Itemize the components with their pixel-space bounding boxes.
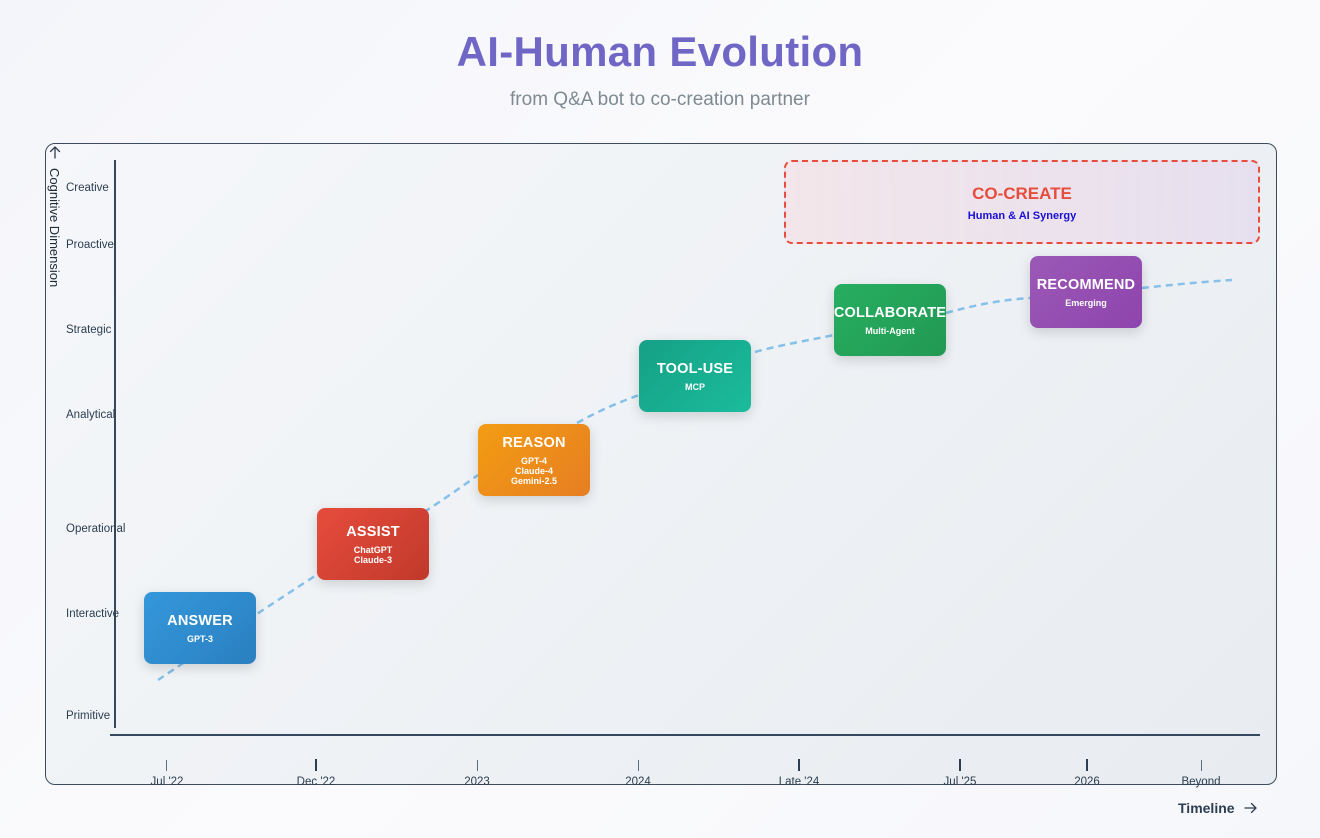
- x-tick-mark: [166, 760, 167, 771]
- x-tick-label: 2026: [1074, 776, 1100, 788]
- stage-detail: Emerging: [1065, 297, 1107, 308]
- x-tick-label: Beyond: [1181, 776, 1221, 788]
- x-axis-title: Timeline: [1178, 800, 1235, 816]
- stage-recommend: RECOMMEND Emerging: [1030, 256, 1142, 328]
- stage-collaborate: COLLABORATE Multi-Agent: [834, 284, 946, 356]
- page-title: AI-Human Evolution: [456, 28, 864, 75]
- x-tick-label: 2024: [625, 776, 651, 788]
- y-level-primitive: Primitive: [66, 710, 111, 722]
- x-tick-mark: [315, 759, 317, 771]
- stage-detail: GPT-4 Claude-4 Gemini-2.5: [510, 455, 557, 486]
- x-tick-mark: [477, 760, 478, 771]
- arrow-up-icon: [49, 146, 61, 159]
- page-subtitle: from Q&A bot to co-creation partner: [510, 89, 810, 110]
- x-tick-mark: [1086, 759, 1088, 771]
- stage-name: RECOMMEND: [1036, 276, 1136, 293]
- y-level-creative: Creative: [66, 182, 109, 194]
- y-level-strategic: Strategic: [66, 324, 112, 336]
- stage-assist: ASSIST ChatGPT Claude-3: [317, 508, 429, 580]
- y-level-interactive: Interactive: [66, 608, 120, 620]
- y-level-operational: Operational: [66, 523, 126, 535]
- x-tick-label: Dec '22: [296, 776, 336, 788]
- y-level-analytical: Analytical: [66, 409, 116, 421]
- stage-reason: REASON GPT-4 Claude-4 Gemini-2.5: [478, 424, 590, 496]
- x-tick-mark: [798, 759, 800, 771]
- stage-tool-use: TOOL-USE MCP: [639, 340, 751, 412]
- x-tick-label: 2023: [464, 776, 490, 788]
- stage-detail: Multi-Agent: [865, 325, 915, 336]
- stage-name: COLLABORATE: [833, 304, 947, 321]
- stage-name: ANSWER: [167, 612, 233, 629]
- arrow-right-icon: [1244, 802, 1257, 814]
- x-tick-mark: [1201, 760, 1202, 771]
- cocreate-goal-box: CO-CREATE Human & AI Synergy: [784, 160, 1260, 244]
- stage-detail: MCP: [685, 381, 705, 392]
- stage-detail: GPT-3: [186, 633, 213, 644]
- stage-name: REASON: [502, 434, 566, 451]
- stage-answer: ANSWER GPT-3: [144, 592, 256, 664]
- cocreate-title: CO-CREATE: [972, 184, 1072, 203]
- x-tick-label: Jul '22: [150, 776, 184, 788]
- stage-name: ASSIST: [346, 523, 400, 540]
- y-level-proactive: Proactive: [66, 239, 114, 251]
- x-tick-label: Jul '25: [943, 776, 977, 788]
- x-axis-line: [110, 734, 1260, 736]
- cocreate-subtitle: Human & AI Synergy: [967, 210, 1077, 222]
- x-tick-mark: [638, 760, 639, 771]
- y-axis-line: [114, 160, 116, 728]
- y-axis-title: Cognitive Dimension: [47, 168, 62, 288]
- x-tick-label: Late '24: [778, 776, 820, 788]
- stage-name: TOOL-USE: [656, 360, 734, 377]
- stage-detail: ChatGPT Claude-3: [353, 544, 393, 565]
- x-tick-mark: [959, 759, 961, 771]
